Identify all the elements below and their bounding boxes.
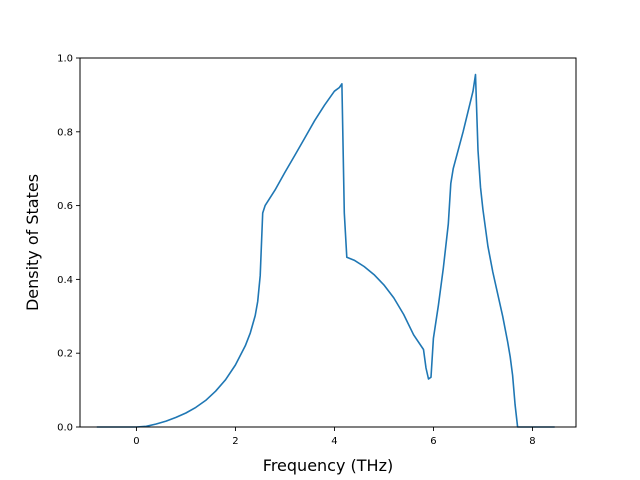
y-tick-label: 0.8 (57, 127, 73, 138)
y-tick-label: 0.4 (57, 275, 73, 286)
x-tick-label: 6 (430, 436, 436, 447)
y-tick-label: 1.0 (57, 54, 73, 65)
y-tick-label: 0.2 (57, 349, 73, 360)
axes-frame (79, 57, 577, 428)
x-tick-label: 2 (232, 436, 238, 447)
y-tick-label: 0.6 (57, 201, 73, 212)
x-axis-label: Frequency (THz) (263, 456, 393, 475)
x-tick-label: 4 (331, 436, 337, 447)
y-tick-label: 0.0 (57, 423, 73, 434)
axis-ticks: 0 2 4 6 8 0.0 0.2 0.4 0.6 0.8 1.0 (57, 54, 536, 448)
y-axis-label: Density of States (23, 174, 42, 311)
dos-series-line (96, 73, 555, 428)
plot-area (96, 73, 555, 428)
x-tick-label: 8 (529, 436, 535, 447)
x-tick-label: 0 (133, 436, 139, 447)
